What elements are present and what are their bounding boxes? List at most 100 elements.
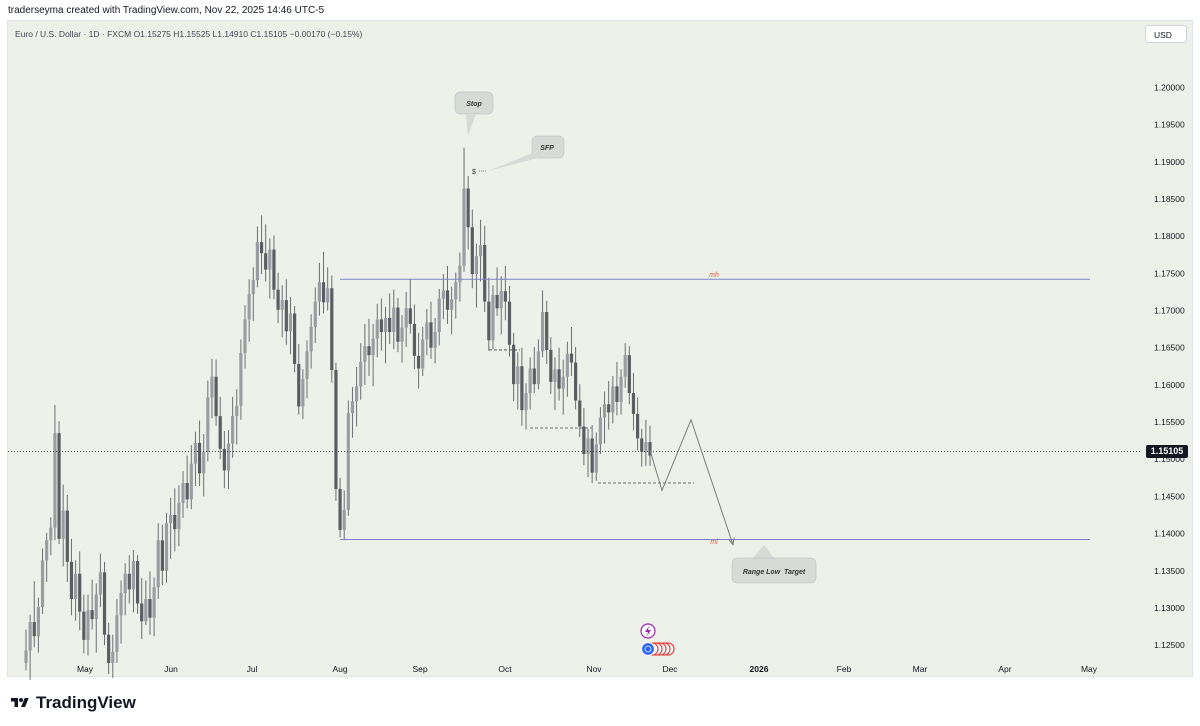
- candle: [437, 288, 441, 346]
- candle: [512, 332, 516, 402]
- candle-body: [226, 443, 231, 471]
- candle-body: [259, 242, 264, 254]
- candle: [49, 517, 53, 556]
- candle-body: [412, 323, 417, 356]
- candle: [474, 243, 479, 308]
- candle: [334, 362, 338, 501]
- y-tick-label: 1.17000: [1154, 306, 1185, 316]
- candle-body: [540, 312, 545, 352]
- x-tick-label: Sep: [412, 664, 427, 674]
- sfp-callout[interactable]: SFP $: [472, 135, 565, 176]
- candle-body: [119, 593, 123, 616]
- candle: [326, 267, 330, 311]
- candle: [90, 579, 94, 630]
- candle-body: [185, 483, 189, 500]
- projection-arrowhead: [728, 537, 735, 546]
- candle-body: [57, 433, 61, 539]
- news-flags-icon[interactable]: [640, 641, 675, 657]
- candle: [400, 314, 404, 363]
- target-callout[interactable]: Range Low Target: [731, 545, 817, 584]
- candle: [503, 265, 507, 321]
- projection-path[interactable]: [649, 418, 734, 545]
- candle: [69, 538, 74, 616]
- candle-body: [462, 188, 466, 266]
- candle: [359, 343, 363, 400]
- candle: [140, 578, 144, 640]
- candle: [416, 332, 421, 389]
- candle-body: [644, 442, 648, 452]
- candle-body: [404, 308, 408, 328]
- candle-body: [441, 290, 445, 299]
- candle-body: [28, 622, 32, 651]
- candle: [495, 267, 499, 316]
- candle: [293, 306, 297, 373]
- candle-body: [140, 603, 144, 622]
- candle-body: [111, 651, 115, 663]
- chart-pane[interactable]: Euro / U.S. Dollar · 1D · FXCM O1.15275 …: [7, 20, 1193, 677]
- economic-event-icon[interactable]: [640, 623, 656, 639]
- candle-body: [524, 393, 528, 411]
- candle: [619, 369, 623, 415]
- x-tick-label: Jun: [164, 664, 178, 674]
- candle-body: [648, 442, 652, 456]
- candle-body: [264, 253, 268, 270]
- candle: [226, 430, 231, 489]
- ml-label: ml: [710, 539, 718, 546]
- candle: [202, 433, 206, 497]
- candle: [222, 430, 226, 489]
- candle-body: [115, 615, 119, 652]
- candle-body: [602, 404, 607, 418]
- stop-callout[interactable]: Stop: [454, 91, 494, 136]
- candle-body: [90, 610, 94, 620]
- currency-selector[interactable]: USD: [1145, 25, 1187, 43]
- candle: [102, 561, 107, 646]
- candle: [342, 490, 346, 541]
- candle-body: [326, 288, 330, 303]
- candle-body: [408, 308, 412, 324]
- x-tick-label: May: [77, 664, 94, 674]
- candle: [156, 523, 160, 600]
- candle-body: [131, 561, 136, 590]
- candle-body: [69, 561, 74, 600]
- candle: [433, 317, 437, 364]
- candle-body: [586, 438, 590, 455]
- y-tick-label: 1.18500: [1154, 194, 1185, 204]
- candle: [317, 262, 322, 316]
- candle-body: [474, 256, 479, 275]
- candle-body: [433, 332, 437, 348]
- sfp-callout-box: [531, 135, 565, 159]
- candle-body: [627, 355, 631, 394]
- candle-body: [156, 540, 160, 588]
- candle: [152, 577, 156, 637]
- candle-body: [305, 351, 309, 379]
- candle: [590, 425, 594, 484]
- candle-body: [553, 369, 557, 382]
- candle-body: [255, 242, 260, 281]
- stop-callout-pointer: [466, 114, 476, 136]
- candle-body: [152, 587, 156, 618]
- target-label: Range Low Target: [743, 569, 806, 576]
- candle-body: [371, 338, 375, 356]
- candle: [65, 494, 69, 582]
- candle: [123, 563, 127, 616]
- legend-close: C1.15105: [250, 29, 288, 39]
- candle: [421, 326, 425, 376]
- candle: [553, 357, 557, 411]
- candle: [520, 347, 524, 426]
- candle: [305, 340, 309, 399]
- candle: [57, 421, 61, 544]
- candle: [45, 532, 49, 582]
- candle-body: [574, 362, 578, 401]
- candle: [615, 361, 619, 416]
- candle-body: [214, 376, 218, 417]
- candle-body: [222, 448, 226, 471]
- candle-body: [454, 282, 458, 300]
- candle: [536, 339, 541, 390]
- tradingview-brand[interactable]: TradingView: [9, 693, 136, 713]
- candle-body: [86, 610, 90, 640]
- candles-layer: [24, 147, 652, 681]
- candle: [379, 298, 383, 351]
- candle: [98, 553, 102, 608]
- candle: [404, 291, 408, 347]
- candle: [131, 549, 136, 613]
